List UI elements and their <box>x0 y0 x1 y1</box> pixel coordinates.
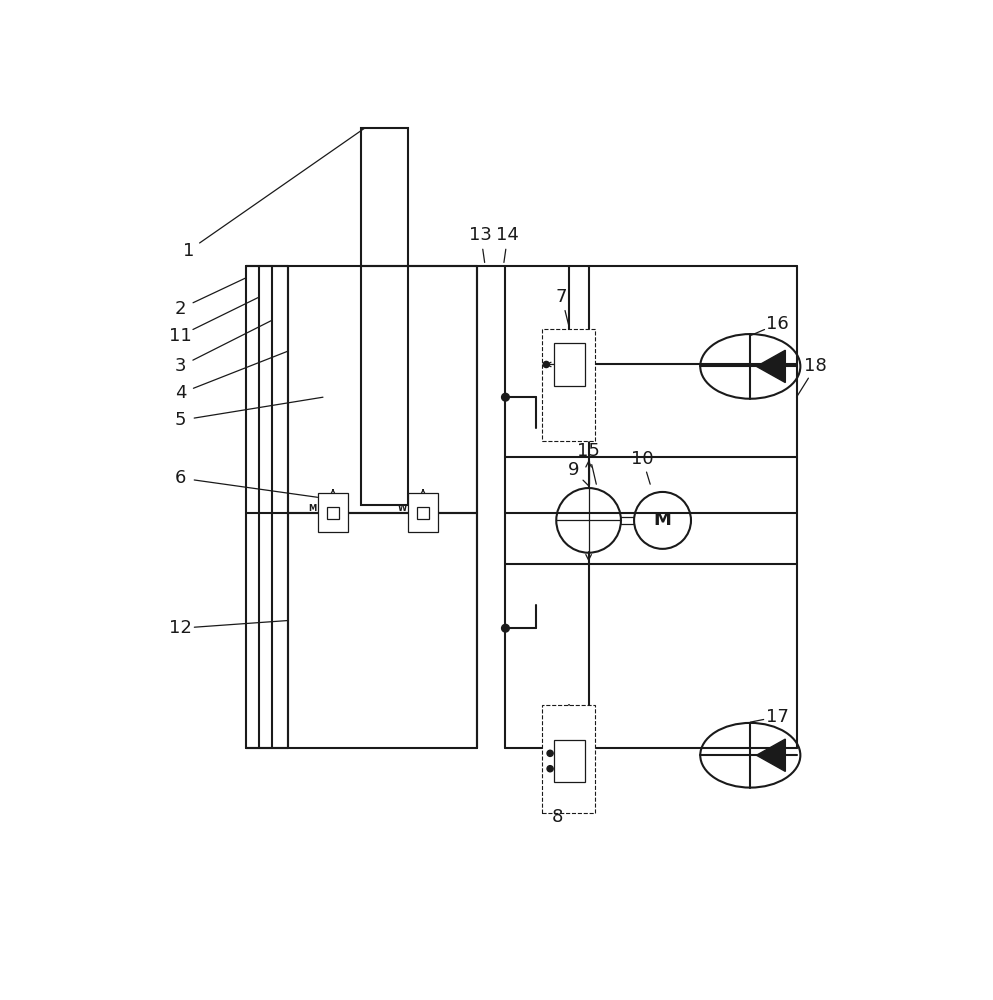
Text: 3: 3 <box>175 357 187 375</box>
Text: 17: 17 <box>766 708 788 726</box>
Text: 12: 12 <box>169 619 192 637</box>
Polygon shape <box>757 739 785 771</box>
Bar <box>554 740 585 782</box>
Circle shape <box>501 393 509 401</box>
Text: 1: 1 <box>183 242 194 260</box>
Circle shape <box>547 766 553 772</box>
Circle shape <box>543 361 549 368</box>
Text: 9: 9 <box>567 461 579 479</box>
Text: 10: 10 <box>632 450 653 468</box>
Bar <box>327 507 340 519</box>
Bar <box>542 705 595 813</box>
Bar <box>554 343 585 386</box>
Text: 11: 11 <box>169 327 192 345</box>
Circle shape <box>501 624 509 632</box>
Bar <box>319 493 348 532</box>
Text: 13: 13 <box>470 227 493 244</box>
Bar <box>408 493 438 532</box>
Circle shape <box>547 750 553 756</box>
Text: 14: 14 <box>496 227 519 244</box>
Text: 2: 2 <box>175 300 187 318</box>
Bar <box>542 329 595 441</box>
Text: 15: 15 <box>577 442 600 460</box>
Bar <box>361 128 408 505</box>
Text: 16: 16 <box>766 315 788 333</box>
Polygon shape <box>757 350 785 383</box>
Text: W: W <box>397 504 407 513</box>
Text: 4: 4 <box>175 384 187 402</box>
Text: 7: 7 <box>556 288 567 306</box>
Text: 6: 6 <box>175 469 187 487</box>
Text: 5: 5 <box>175 411 187 429</box>
Text: M: M <box>309 504 317 513</box>
Text: 18: 18 <box>804 357 827 375</box>
Text: M: M <box>653 511 671 529</box>
Bar <box>417 507 429 519</box>
Text: 8: 8 <box>552 808 563 826</box>
